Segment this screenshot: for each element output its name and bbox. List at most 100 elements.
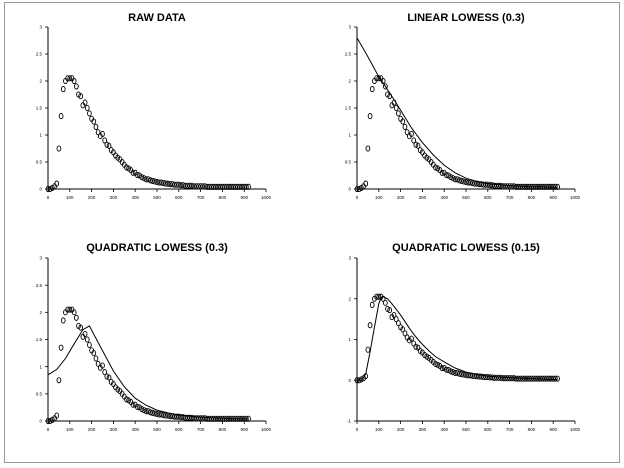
x-tick-label: 600 <box>175 427 183 432</box>
y-tick-label: 1 <box>348 337 351 342</box>
data-point <box>176 181 182 188</box>
x-tick-label: 100 <box>66 427 74 432</box>
data-point <box>502 375 508 382</box>
data-point <box>58 113 64 120</box>
data-point <box>235 183 241 190</box>
x-tick-label: 500 <box>153 427 161 432</box>
data-point <box>196 183 201 190</box>
data-point <box>178 414 184 421</box>
data-point <box>204 415 210 422</box>
data-point <box>130 169 136 176</box>
data-point <box>454 369 460 376</box>
data-point <box>174 181 179 188</box>
data-point <box>496 182 502 189</box>
data-point <box>211 415 217 422</box>
plot-area: 0 100 200 300 400 500 600 700 800 900 1000 0 0.5 1 1.5… <box>36 25 272 200</box>
data-point <box>474 373 480 380</box>
data-point <box>498 374 504 381</box>
data-point <box>78 324 84 331</box>
data-point <box>233 183 238 190</box>
data-point <box>154 410 160 417</box>
data-point <box>444 366 449 373</box>
data-point <box>365 346 371 353</box>
data-point <box>382 299 388 306</box>
data-point <box>150 177 155 184</box>
data-point <box>150 409 155 416</box>
lowess-curve <box>47 325 249 420</box>
data-point <box>152 410 158 417</box>
y-tick-label: 2 <box>348 296 351 301</box>
data-point <box>102 137 108 144</box>
x-tick-label: 300 <box>419 195 427 200</box>
x-tick-label: 400 <box>131 427 139 432</box>
data-point <box>222 183 227 190</box>
data-point <box>209 183 214 190</box>
y-tick-label: 1.5 <box>345 106 352 111</box>
y-tick-label: 1 <box>39 133 42 138</box>
data-point <box>187 182 193 189</box>
panel-quadratic-lowess-03: QUADRATIC LOWESS (0.3) 0 100 200 300 400 500 6… <box>36 242 272 432</box>
data-point <box>555 375 560 382</box>
data-point <box>496 374 502 381</box>
data-point <box>459 177 464 184</box>
y-tick-label: 2.5 <box>345 52 352 57</box>
data-point <box>502 183 508 190</box>
data-point <box>84 104 90 112</box>
data-point <box>546 375 552 382</box>
data-point <box>65 306 70 313</box>
data-point <box>356 185 362 193</box>
x-tick-label: 400 <box>440 427 448 432</box>
data-point <box>45 185 51 193</box>
data-point <box>461 371 467 378</box>
y-tick-label: 3 <box>39 25 42 30</box>
x-tick-label: 800 <box>528 427 536 432</box>
data-point <box>71 309 77 316</box>
x-tick-label: 1000 <box>261 195 272 200</box>
x-tick-label: 400 <box>131 195 139 200</box>
panel-title: RAW DATA <box>128 12 186 24</box>
data-point <box>387 307 393 314</box>
data-point <box>224 183 230 190</box>
lowess-curve <box>356 37 558 188</box>
y-tick-label: 1.5 <box>36 337 43 342</box>
data-point <box>246 183 251 190</box>
data-point <box>176 413 182 420</box>
data-point <box>228 183 234 190</box>
x-tick-label: 500 <box>462 427 470 432</box>
data-point <box>459 371 464 378</box>
data-point <box>67 306 73 313</box>
data-point <box>374 75 379 82</box>
x-tick-label: 900 <box>240 195 248 200</box>
data-point <box>180 182 186 189</box>
data-point <box>463 178 469 186</box>
data-point <box>200 415 206 422</box>
x-tick-label: 600 <box>175 195 183 200</box>
data-point <box>553 183 558 190</box>
data-point <box>106 374 112 381</box>
data-point <box>452 369 458 376</box>
y-tick-label: 0.5 <box>36 391 43 396</box>
data-point <box>465 179 471 186</box>
data-point <box>185 182 190 189</box>
data-point <box>215 415 221 422</box>
data-point <box>135 171 140 179</box>
data-point <box>478 373 484 380</box>
data-point <box>413 343 419 350</box>
data-point <box>402 330 408 337</box>
panel-quadratic-lowess-015: QUADRATIC LOWESS (0.15) 0 100 200 300 400 500… <box>347 242 581 432</box>
data-point <box>104 141 110 148</box>
y-tick-label: 0.5 <box>345 160 352 165</box>
y-tick-label: 2.5 <box>36 283 43 288</box>
data-point <box>220 183 225 190</box>
data-point <box>230 183 236 190</box>
x-tick-label: 1000 <box>570 195 581 200</box>
x-tick-label: 700 <box>197 195 205 200</box>
data-point <box>54 180 60 187</box>
data-point <box>87 341 92 348</box>
panel-linear-lowess: LINEAR LOWESS (0.3) 0 100 200 300 400 500 600 7… <box>345 12 581 200</box>
data-point <box>363 180 369 187</box>
data-point <box>56 377 62 384</box>
data-point <box>161 180 166 187</box>
data-point <box>209 415 214 422</box>
data-point <box>60 86 66 93</box>
